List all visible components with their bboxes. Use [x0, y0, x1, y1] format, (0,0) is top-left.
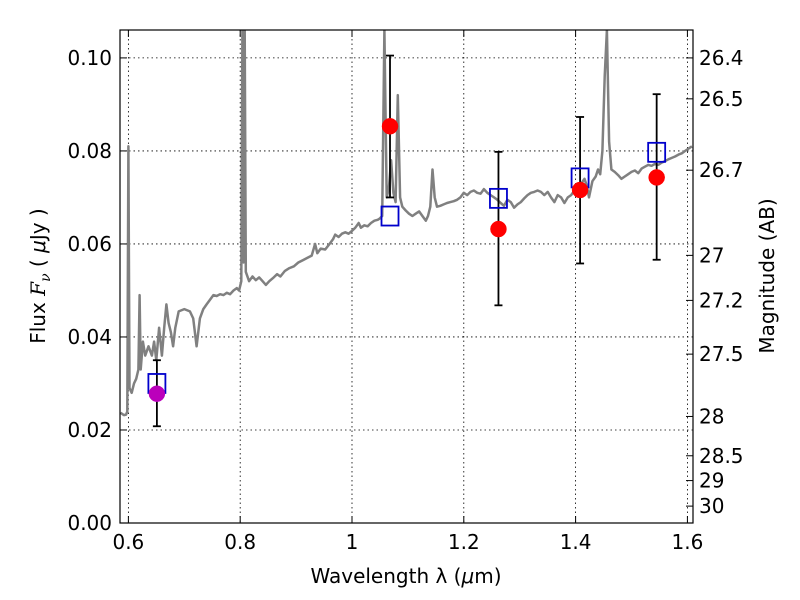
y2-tick-label: 30: [699, 494, 724, 518]
y2-tick-label: 27.2: [699, 288, 744, 312]
y2-tick-label: 29: [699, 469, 724, 493]
x-axis-ticks: 0.6 0.8 1 1.2 1.4 1.6: [112, 30, 703, 554]
x-tick-label: 0.6: [112, 530, 144, 554]
y2-tick-label: 27: [699, 243, 724, 267]
y2-axis-label: Magnitude (AB): [755, 198, 779, 353]
model-bandpass-markers: [147, 141, 667, 394]
x-tick-label: 1.6: [672, 530, 704, 554]
x-tick-label: 1: [346, 530, 359, 554]
y2-tick-label: 26.4: [699, 46, 744, 70]
grid: [120, 30, 693, 523]
model-bandpass-square: [489, 187, 508, 209]
observed-flux-point: [490, 220, 507, 238]
x-tick-label: 1.2: [448, 530, 480, 554]
y-tick-label: 0.10: [67, 46, 112, 70]
model-bandpass-square: [647, 141, 667, 163]
y-axis-ticks: 0.00 0.02 0.04 0.06 0.08 0.10: [67, 46, 127, 535]
observed-flux-point: [148, 385, 166, 402]
y2-tick-label: 26.5: [699, 87, 744, 111]
y-tick-label: 0.06: [67, 232, 112, 256]
y-tick-label: 0.08: [67, 139, 112, 163]
x-tick-label: 0.8: [224, 530, 256, 554]
observed-flux-point: [381, 118, 399, 135]
y2-tick-label: 27.5: [699, 342, 744, 366]
plot-frame: [119, 29, 694, 524]
x-axis-label: Wavelength λ (μm): [310, 564, 501, 588]
y2-tick-label: 28.5: [699, 444, 744, 468]
x-tick-label: 1.4: [560, 530, 592, 554]
y-tick-label: 0.02: [67, 418, 112, 442]
observed-flux-point: [571, 181, 589, 199]
model-spectrum-line: [120, 30, 693, 417]
observed-flux-point: [648, 169, 665, 186]
y-tick-label: 0.00: [67, 511, 112, 535]
y-tick-label: 0.04: [67, 325, 112, 349]
y2-tick-label: 28: [699, 404, 724, 428]
y2-tick-label: 26.7: [699, 158, 744, 182]
observed-flux-points: [148, 118, 665, 402]
model-bandpass-square: [380, 205, 400, 227]
y-axis-label: Flux Fν ( μJy ): [26, 208, 54, 344]
